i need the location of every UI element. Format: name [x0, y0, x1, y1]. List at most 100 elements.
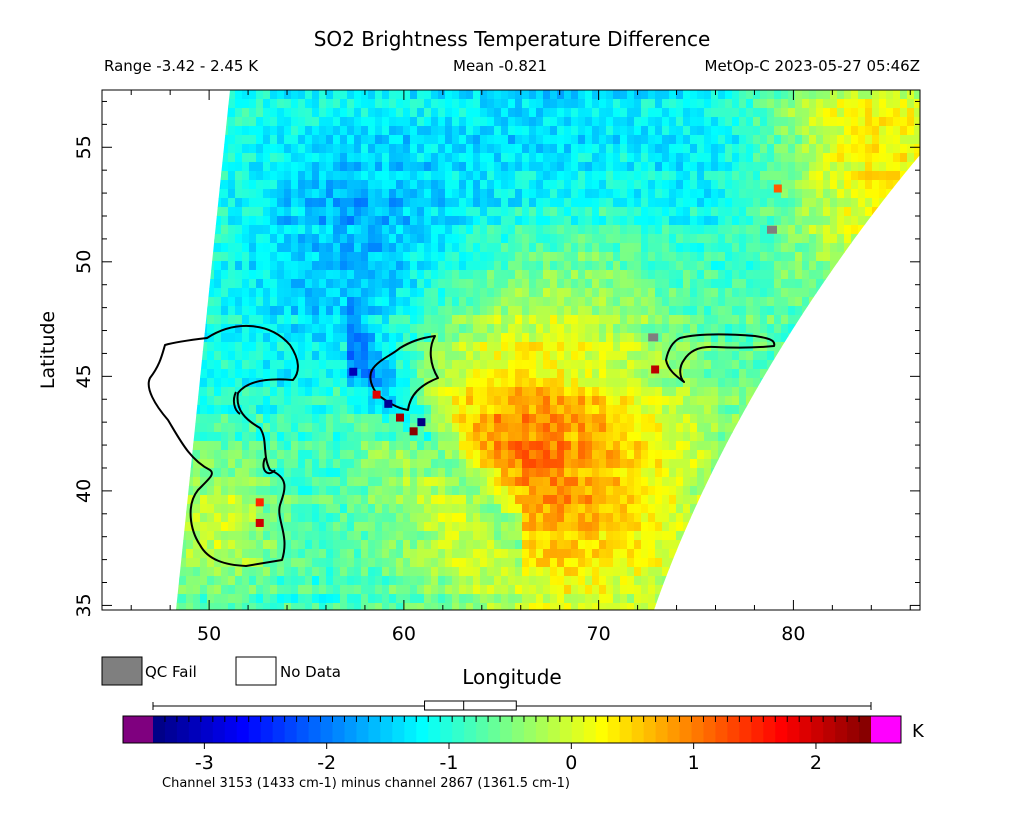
heatmap-cell: [711, 324, 719, 334]
heatmap-cell: [830, 90, 838, 100]
heatmap-cell: [200, 360, 208, 370]
heatmap-cell: [725, 261, 733, 271]
heatmap-cell: [466, 261, 474, 271]
heatmap-cell: [690, 153, 698, 163]
heatmap-cell: [473, 144, 481, 154]
heatmap-cell: [683, 468, 691, 478]
heatmap-cell: [641, 135, 649, 145]
heatmap-cell: [298, 252, 306, 262]
heatmap-cell: [543, 180, 551, 190]
heatmap-cell: [592, 180, 600, 190]
heatmap-cell: [697, 342, 705, 352]
heatmap-cell: [669, 351, 677, 361]
heatmap-cell: [207, 486, 215, 496]
heatmap-cell: [571, 189, 579, 199]
heatmap-cell: [403, 261, 411, 271]
heatmap-cell: [487, 162, 495, 172]
heatmap-cell: [550, 270, 558, 280]
heatmap-cell: [802, 234, 810, 244]
heatmap-cell: [501, 162, 509, 172]
heatmap-cell: [599, 288, 607, 298]
heatmap-cell: [606, 432, 614, 442]
heatmap-cell: [354, 396, 362, 406]
heatmap-cell: [305, 135, 313, 145]
heatmap-cell: [641, 333, 649, 343]
heatmap-cell: [214, 288, 222, 298]
heatmap-cell: [823, 261, 831, 271]
heatmap-cell: [410, 333, 418, 343]
heatmap-cell: [396, 360, 404, 370]
heatmap-cell: [494, 99, 502, 109]
heatmap-cell: [368, 423, 376, 433]
heatmap-cell: [725, 360, 733, 370]
heatmap-cell: [494, 243, 502, 253]
heatmap-cell: [676, 189, 684, 199]
heatmap-cell: [606, 333, 614, 343]
heatmap-cell: [368, 459, 376, 469]
heatmap-cell: [361, 459, 369, 469]
heatmap-cell: [676, 477, 684, 487]
heatmap-cell: [305, 405, 313, 415]
heatmap-cell: [613, 333, 621, 343]
heatmap-cell: [459, 477, 467, 487]
heatmap-cell: [571, 144, 579, 154]
heatmap-cell: [431, 342, 439, 352]
heatmap-cell: [851, 162, 859, 172]
heatmap-cell: [466, 378, 474, 388]
heatmap-cell: [676, 135, 684, 145]
heatmap-cell: [459, 198, 467, 208]
heatmap-cell: [221, 360, 229, 370]
heatmap-cell: [795, 126, 803, 136]
heatmap-cell: [347, 225, 355, 235]
heatmap-cell: [228, 270, 236, 280]
heatmap-cell: [550, 234, 558, 244]
heatmap-cell: [676, 324, 684, 334]
heatmap-cell: [466, 315, 474, 325]
heatmap-cell: [732, 297, 740, 307]
heatmap-cell: [501, 369, 509, 379]
heatmap-cell: [536, 315, 544, 325]
heatmap-cell: [627, 387, 635, 397]
heatmap-cell: [823, 171, 831, 181]
heatmap-cell: [354, 504, 362, 514]
heatmap-cell: [697, 144, 705, 154]
heatmap-cell: [760, 108, 768, 118]
heatmap-cell: [529, 360, 537, 370]
heatmap-cell: [802, 99, 810, 109]
heatmap-cell: [865, 90, 873, 100]
heatmap-cell: [858, 171, 866, 181]
heatmap-cell: [599, 342, 607, 352]
heatmap-cell: [704, 117, 712, 127]
heatmap-cell: [410, 153, 418, 163]
heatmap-cell: [291, 252, 299, 262]
heatmap-cell: [277, 387, 285, 397]
heatmap-cell: [746, 351, 754, 361]
heatmap-cell: [634, 396, 642, 406]
heatmap-cell: [459, 414, 467, 424]
heatmap-cell: [501, 315, 509, 325]
heatmap-cell: [550, 180, 558, 190]
heatmap-cell: [858, 198, 866, 208]
heatmap-cell: [606, 441, 614, 451]
heatmap-cell: [788, 225, 796, 235]
heatmap-cell: [683, 198, 691, 208]
heatmap-cell: [221, 477, 229, 487]
heatmap-cell: [760, 297, 768, 307]
heatmap-cell: [704, 351, 712, 361]
heatmap-cell: [445, 135, 453, 145]
heatmap-cell: [522, 189, 530, 199]
heatmap-cell: [298, 171, 306, 181]
heatmap-cell: [305, 342, 313, 352]
heatmap-cell: [515, 234, 523, 244]
heatmap-cell: [683, 117, 691, 127]
heatmap-cell: [340, 225, 348, 235]
heatmap-cell: [711, 108, 719, 118]
heatmap-cell: [522, 387, 530, 397]
heatmap-cell: [893, 117, 901, 127]
heatmap-cell: [571, 135, 579, 145]
heatmap-cell: [585, 396, 593, 406]
heatmap-cell: [739, 288, 747, 298]
heatmap-cell: [725, 99, 733, 109]
heatmap-cell: [459, 207, 467, 217]
heatmap-cell: [438, 405, 446, 415]
